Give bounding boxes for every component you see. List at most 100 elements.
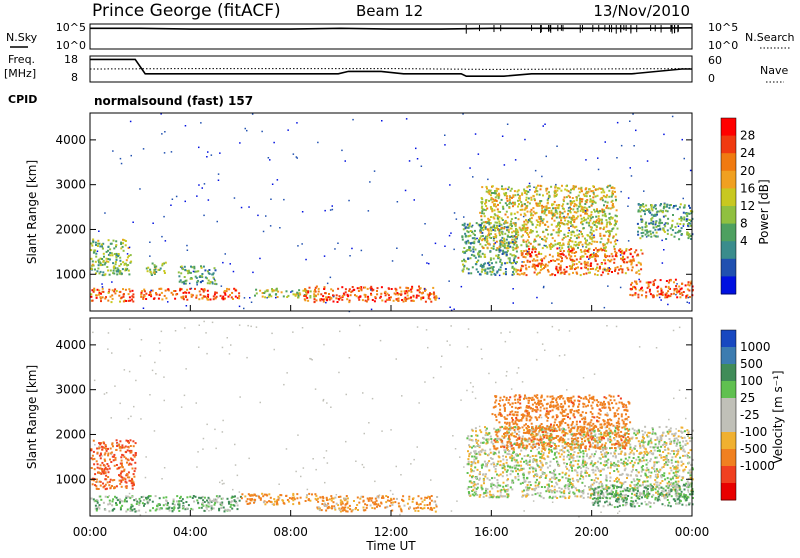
range-cell: [294, 294, 296, 296]
range-cell: [502, 486, 504, 488]
range-cell: [424, 504, 426, 506]
range-cell: [540, 253, 542, 255]
range-cell: [188, 270, 190, 272]
range-cell-sparse: [171, 151, 173, 153]
range-cell-sparse: [150, 290, 152, 292]
range-cell: [385, 495, 387, 497]
range-cell: [113, 454, 115, 456]
range-cell: [652, 221, 654, 223]
range-cell: [610, 452, 612, 454]
range-cell: [207, 298, 209, 300]
range-cell: [193, 495, 195, 497]
range-cell: [370, 504, 372, 506]
range-cell: [614, 224, 616, 226]
range-cell: [206, 504, 208, 506]
range-cell: [178, 501, 180, 503]
range-cell: [90, 296, 92, 298]
range-cell: [99, 292, 101, 294]
range-cell-sparse: [660, 299, 662, 301]
range-cell: [132, 440, 134, 442]
range-cell-sparse: [185, 125, 187, 127]
range-cell: [631, 282, 633, 284]
range-cell: [583, 217, 585, 219]
range-cell: [183, 292, 185, 294]
range-cell: [494, 230, 496, 232]
range-cell: [238, 297, 240, 299]
range-cell: [196, 277, 198, 279]
range-cell: [106, 463, 108, 465]
range-cell: [116, 485, 118, 487]
range-cell: [606, 224, 608, 226]
range-cell: [539, 263, 541, 265]
range-cell: [525, 229, 527, 231]
range-cell: [472, 248, 474, 250]
range-cell: [112, 500, 114, 502]
range-cell: [492, 268, 494, 270]
range-cell: [98, 294, 100, 296]
range-cell: [333, 301, 335, 303]
range-cell: [145, 298, 147, 300]
range-cell: [493, 428, 495, 430]
range-cell: [428, 295, 430, 297]
range-cell: [214, 283, 216, 285]
range-cell: [224, 510, 226, 512]
range-cell: [634, 251, 636, 253]
range-cell: [568, 221, 570, 223]
range-cell: [542, 222, 544, 224]
range-cell: [585, 188, 587, 190]
range-cell: [396, 298, 398, 300]
range-cell: [116, 464, 118, 466]
range-cell: [104, 468, 106, 470]
range-cell: [173, 501, 175, 503]
range-cell: [128, 255, 130, 257]
range-cell-sparse: [620, 287, 622, 289]
range-cell: [584, 238, 586, 240]
range-cell: [644, 451, 646, 453]
range-cell-sparse: [371, 309, 373, 311]
range-cell: [493, 218, 495, 220]
range-cell-sparse: [297, 245, 299, 247]
range-cell: [611, 230, 613, 232]
range-cell: [596, 254, 598, 256]
range-cell: [123, 294, 125, 296]
range-cell: [183, 298, 185, 300]
range-cell-sparse: [585, 159, 587, 161]
range-cell: [568, 485, 570, 487]
range-cell: [687, 480, 689, 482]
range-cell-sparse: [568, 207, 570, 209]
range-cell: [518, 475, 520, 477]
range-cell: [481, 269, 483, 271]
range-cell: [260, 499, 262, 501]
range-cell: [515, 236, 517, 238]
range-cell: [112, 289, 114, 291]
range-cell: [655, 222, 657, 224]
nsearch-tick-high: 10^5: [708, 21, 738, 34]
range-cell: [646, 232, 648, 234]
range-cell: [640, 219, 642, 221]
range-cell: [642, 445, 644, 447]
range-cell: [648, 281, 650, 283]
range-cell: [530, 484, 532, 486]
range-cell: [113, 240, 115, 242]
range-cell: [335, 297, 337, 299]
range-cell: [114, 486, 116, 488]
range-cell: [138, 510, 140, 512]
range-cell: [588, 222, 590, 224]
range-cell: [92, 455, 94, 457]
range-cell-sparse: [665, 222, 667, 224]
range-cell: [582, 210, 584, 212]
range-cell: [596, 267, 598, 269]
range-cell: [472, 242, 474, 244]
range-cell: [621, 271, 623, 273]
range-cell: [678, 230, 680, 232]
range-cell: [492, 494, 494, 496]
range-cell: [613, 235, 615, 237]
range-cell: [109, 481, 111, 483]
range-cell: [527, 211, 529, 213]
range-cell: [346, 298, 348, 300]
range-cell: [476, 261, 478, 263]
range-cell: [585, 464, 587, 466]
range-cell: [482, 253, 484, 255]
range-cell: [540, 266, 542, 268]
range-cell: [367, 288, 369, 290]
